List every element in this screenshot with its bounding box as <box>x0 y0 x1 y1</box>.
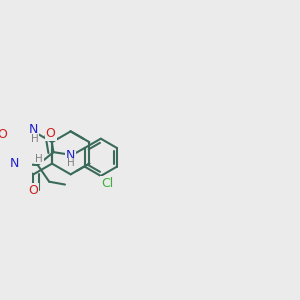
Text: O: O <box>28 184 38 196</box>
Text: O: O <box>46 127 56 140</box>
Text: N: N <box>66 148 75 161</box>
Text: H: H <box>67 158 75 168</box>
Text: H: H <box>35 154 43 164</box>
Text: N: N <box>29 123 38 136</box>
Text: O: O <box>0 128 8 141</box>
Text: H: H <box>31 134 38 143</box>
Text: Cl: Cl <box>101 177 113 190</box>
Text: N: N <box>10 157 20 170</box>
